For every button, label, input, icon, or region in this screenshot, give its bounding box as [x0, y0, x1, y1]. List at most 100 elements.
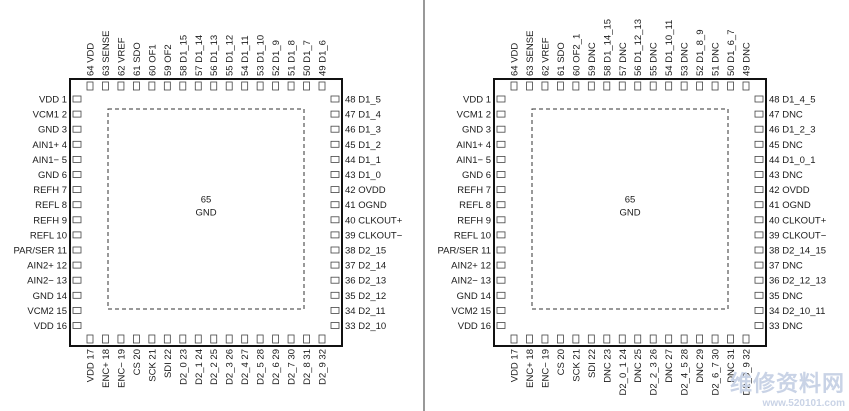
pin-pad	[496, 291, 506, 299]
pin-pad	[330, 140, 340, 148]
pin-pad	[496, 306, 506, 314]
pin-pad	[541, 334, 549, 344]
pin-label: 58 D1_15	[178, 35, 189, 76]
pin-pad	[72, 155, 82, 163]
pin-pad	[72, 291, 82, 299]
pin-pad	[287, 81, 295, 91]
pin-label: AIN2− 13	[451, 276, 491, 287]
pin-label: REFL 10	[454, 230, 491, 241]
pin-label: 33 D2_10	[345, 321, 386, 332]
pin-pad	[163, 81, 171, 91]
pin-pad	[754, 246, 764, 254]
pin-pad	[102, 334, 109, 344]
pin-label: REFH 9	[457, 215, 491, 226]
pin-pad	[330, 231, 340, 239]
pin-label: REFL 8	[35, 200, 67, 211]
pin-label: 62 VREF	[540, 37, 551, 76]
pin-label: D2_4_5 28	[680, 349, 691, 395]
pin-label: 37 DNC	[769, 261, 803, 272]
pin-label: DNC 23	[602, 349, 613, 383]
pin-label: 49 D1_6	[318, 40, 329, 76]
pin-pad	[496, 216, 506, 224]
pin-label: 39 CLKOUT−	[345, 230, 403, 241]
pin-label: VDD 16	[34, 321, 67, 332]
package-left: 65 GND VDD 1 VCM1 2 GND 3 AIN1+ 4 AIN1− 5 GND 6…	[13, 31, 402, 388]
pin-label: 59 DNC	[587, 42, 598, 76]
pin-label: VDD 16	[458, 321, 491, 332]
pin-label: 40 CLKOUT+	[345, 215, 403, 226]
pin-pad	[680, 334, 688, 344]
pin-label: D2_5 28	[256, 349, 267, 385]
pin-label: VDD 1	[39, 95, 67, 106]
pin-pad	[587, 81, 595, 91]
pin-pad	[618, 334, 626, 344]
pin-pad	[754, 110, 764, 118]
pin-pad	[72, 231, 82, 239]
pin-pad	[272, 334, 280, 344]
pin-pad	[163, 334, 171, 344]
pin-label: SCK 21	[147, 349, 158, 382]
pin-pad	[330, 201, 340, 209]
pin-pad	[117, 81, 125, 91]
pin-label: D2_1 24	[194, 349, 205, 385]
pin-label: 41 OGND	[769, 200, 811, 211]
pin-label: DNC 31	[726, 349, 737, 383]
pin-pad	[496, 246, 506, 254]
pin-label: D2_6 29	[271, 349, 282, 385]
center-pin-name: GND	[195, 208, 216, 219]
pin-pad	[330, 95, 340, 103]
pin-pad	[132, 81, 140, 91]
exposed-pad	[531, 108, 729, 310]
package-body	[69, 78, 343, 347]
pin-pad	[603, 81, 611, 91]
pin-label: 55 DNC	[649, 42, 660, 76]
pin-pad	[754, 261, 764, 269]
pin-pad	[754, 186, 764, 194]
pin-pad	[510, 334, 518, 344]
pin-label: AIN1+ 4	[32, 140, 67, 151]
pin-pad	[330, 306, 340, 314]
pin-pad	[754, 155, 764, 163]
pin-pad	[330, 171, 340, 178]
pin-label: 37 D2_14	[345, 261, 386, 272]
pin-label: 34 D2_11	[345, 306, 386, 317]
pin-pad	[665, 81, 673, 91]
pin-pad	[117, 334, 125, 344]
pin-label: AIN1− 5	[32, 155, 67, 166]
pin-label: 45 D1_2	[345, 140, 381, 151]
pin-label: AIN1+ 4	[456, 140, 491, 151]
pin-label: 50 D1_6_7	[726, 30, 737, 76]
center-pin-name: GND	[619, 208, 640, 219]
pin-pad	[330, 155, 340, 163]
pin-pad	[72, 322, 82, 329]
pin-label: 46 D1_3	[345, 125, 381, 136]
pin-pad	[148, 81, 156, 91]
pin-label: 56 D1_12_13	[633, 19, 644, 76]
pin-label: 59 OF2	[163, 44, 174, 76]
pin-pad	[572, 81, 580, 91]
pin-pad	[696, 81, 703, 91]
pin-label: 55 D1_12	[225, 35, 236, 76]
pin-label: DNC 27	[664, 349, 675, 383]
pin-label: D2_9 32	[318, 349, 329, 385]
pin-pad	[510, 81, 518, 91]
pin-label: VCM1 2	[457, 110, 491, 121]
pin-label: D2_3 26	[225, 349, 236, 385]
pin-label: 61 SDO	[132, 42, 143, 76]
pin-pad	[649, 334, 657, 344]
pin-pad	[86, 334, 94, 344]
pin-label: GND 14	[33, 291, 67, 302]
pin-label: 42 OVDD	[769, 185, 810, 196]
pin-pad	[754, 306, 764, 314]
pin-pad	[696, 334, 703, 344]
pin-pad	[754, 231, 764, 239]
pin-pad	[330, 261, 340, 269]
pin-pad	[526, 81, 533, 91]
pin-label: VCM2 15	[451, 306, 491, 317]
pin-label: REFL 8	[459, 200, 491, 211]
pin-pad	[711, 334, 719, 344]
pin-label: D2_7 30	[287, 349, 298, 385]
pin-label: 41 OGND	[345, 200, 387, 211]
pin-label: 57 D1_14	[194, 35, 205, 76]
